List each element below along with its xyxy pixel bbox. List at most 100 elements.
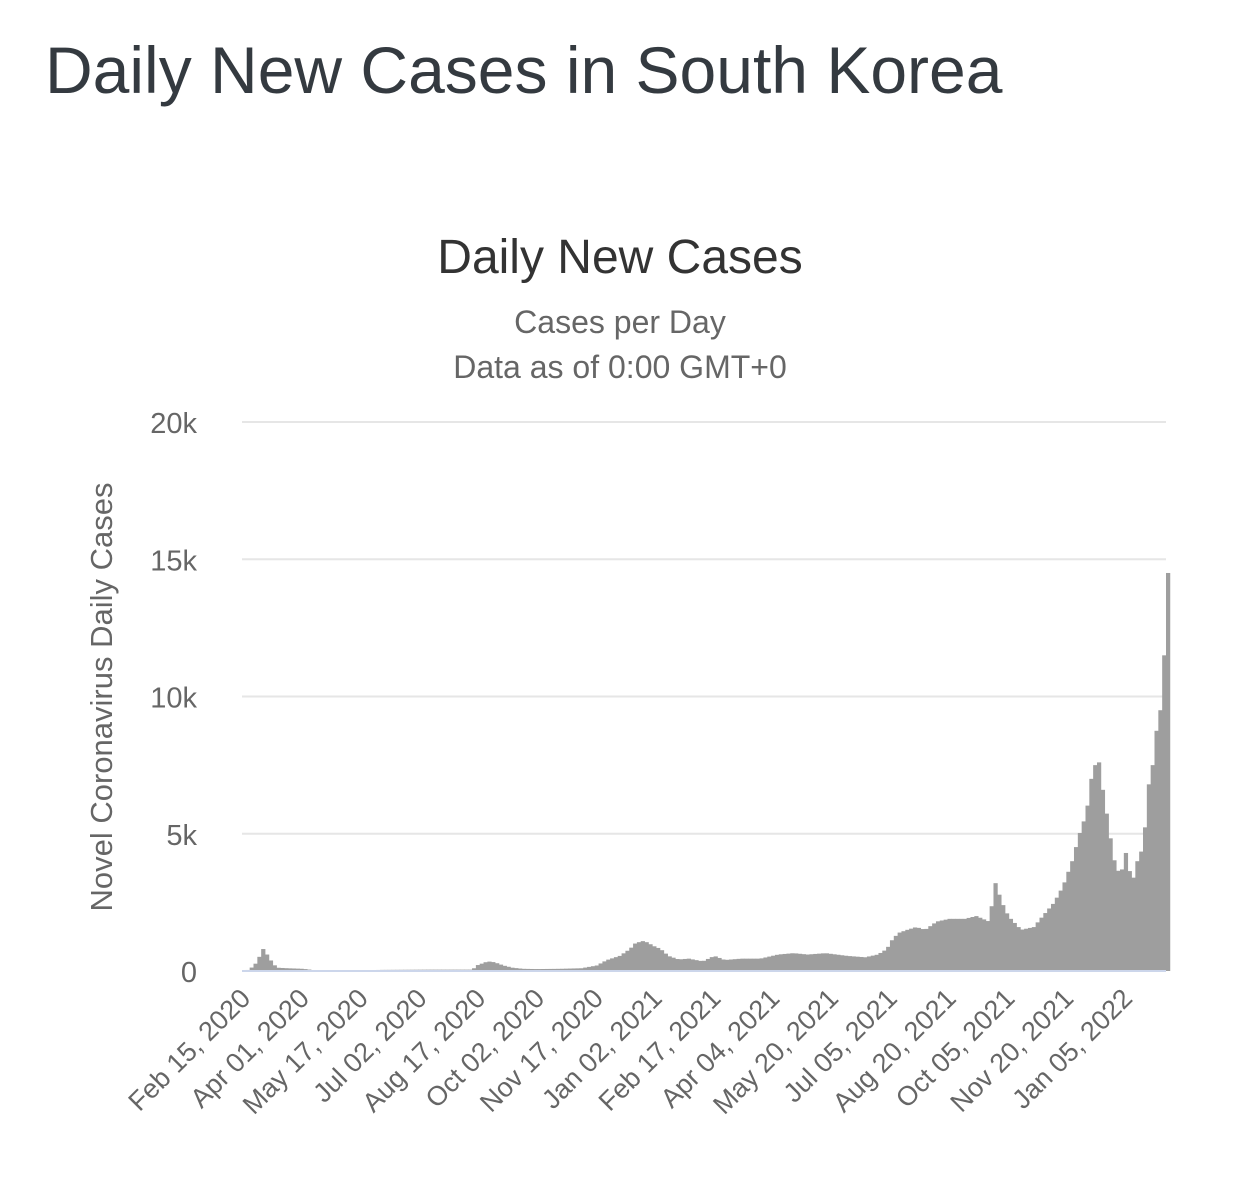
bar: [656, 947, 661, 971]
bar: [617, 955, 622, 971]
bar: [801, 954, 806, 971]
bar: [544, 968, 550, 971]
bar: [928, 926, 933, 971]
bar: [1058, 890, 1063, 971]
bar: [951, 918, 956, 971]
bar: [763, 957, 768, 971]
bar: [981, 919, 987, 971]
chart-subtitle-data-as-of: Data as of 0:00 GMT+0: [453, 349, 787, 385]
bar: [491, 962, 496, 971]
bar: [805, 954, 810, 971]
bar: [966, 917, 971, 971]
bar: [1139, 851, 1144, 971]
bar: [889, 940, 895, 971]
bar: [916, 927, 922, 971]
bars: [245, 572, 1171, 972]
bar: [1004, 913, 1010, 971]
bar: [755, 958, 760, 971]
bar: [1162, 655, 1167, 971]
bar: [901, 931, 906, 971]
bar: [659, 950, 665, 971]
bar: [644, 942, 649, 971]
bar: [813, 953, 818, 971]
bar: [997, 894, 1002, 971]
bar: [713, 956, 718, 971]
bar: [1127, 871, 1132, 971]
bar: [874, 954, 879, 971]
bar: [1143, 827, 1148, 971]
bar: [510, 967, 515, 971]
bar: [268, 960, 274, 971]
bar: [740, 958, 745, 971]
bar: [1112, 860, 1117, 971]
bar: [1070, 861, 1075, 971]
bar: [705, 958, 711, 971]
bar: [782, 953, 787, 971]
bar: [506, 966, 511, 971]
bar: [598, 963, 603, 971]
bar: [571, 968, 576, 971]
bar: [253, 963, 258, 971]
bar: [272, 965, 277, 971]
bar: [1020, 929, 1025, 971]
bar: [529, 968, 534, 971]
bar: [1050, 903, 1056, 971]
bar: [1035, 922, 1040, 971]
bar: [909, 928, 914, 971]
bar: [602, 961, 607, 971]
y-tick-label: 10k: [150, 683, 197, 715]
bar: [652, 946, 657, 971]
bar: [521, 968, 527, 971]
bar: [479, 963, 484, 971]
bar: [709, 957, 714, 971]
bar: [843, 955, 849, 971]
bar: [855, 956, 860, 971]
bar: [675, 959, 680, 971]
bar: [955, 918, 960, 971]
bar: [905, 929, 910, 971]
bar: [866, 956, 872, 971]
bar: [1123, 852, 1129, 971]
bar: [943, 919, 948, 971]
bar: [280, 967, 285, 971]
bar: [487, 961, 492, 971]
bar: [679, 959, 684, 971]
bar: [556, 968, 561, 971]
bar: [1039, 917, 1044, 971]
bar: [525, 968, 530, 971]
bar: [1131, 877, 1136, 971]
bar: [686, 958, 691, 971]
bar: [958, 918, 964, 971]
bar: [265, 954, 270, 971]
bar: [1043, 913, 1048, 971]
bar: [932, 923, 937, 971]
bar: [587, 966, 592, 971]
bar: [732, 959, 737, 971]
bar: [993, 883, 998, 971]
bar: [1081, 821, 1086, 971]
y-axis-title: Novel Coronavirus Daily Cases: [84, 483, 119, 912]
bar: [797, 953, 803, 971]
bar: [1008, 918, 1014, 971]
bar: [767, 956, 772, 971]
bar: [560, 968, 565, 971]
bar: [886, 946, 891, 971]
bar: [786, 953, 791, 971]
bar: [276, 967, 281, 971]
bar: [828, 953, 833, 971]
bar: [1100, 789, 1106, 971]
bar: [640, 941, 645, 971]
bar: [579, 968, 584, 971]
bar: [483, 962, 488, 971]
bar: [817, 953, 822, 971]
bar: [284, 968, 289, 971]
bar: [893, 935, 899, 971]
bar: [725, 959, 730, 971]
bar: [518, 968, 523, 971]
bar: [859, 956, 864, 971]
bar: [633, 943, 638, 971]
bar: [1054, 897, 1060, 971]
bar: [1027, 927, 1033, 971]
bar: [882, 950, 887, 971]
